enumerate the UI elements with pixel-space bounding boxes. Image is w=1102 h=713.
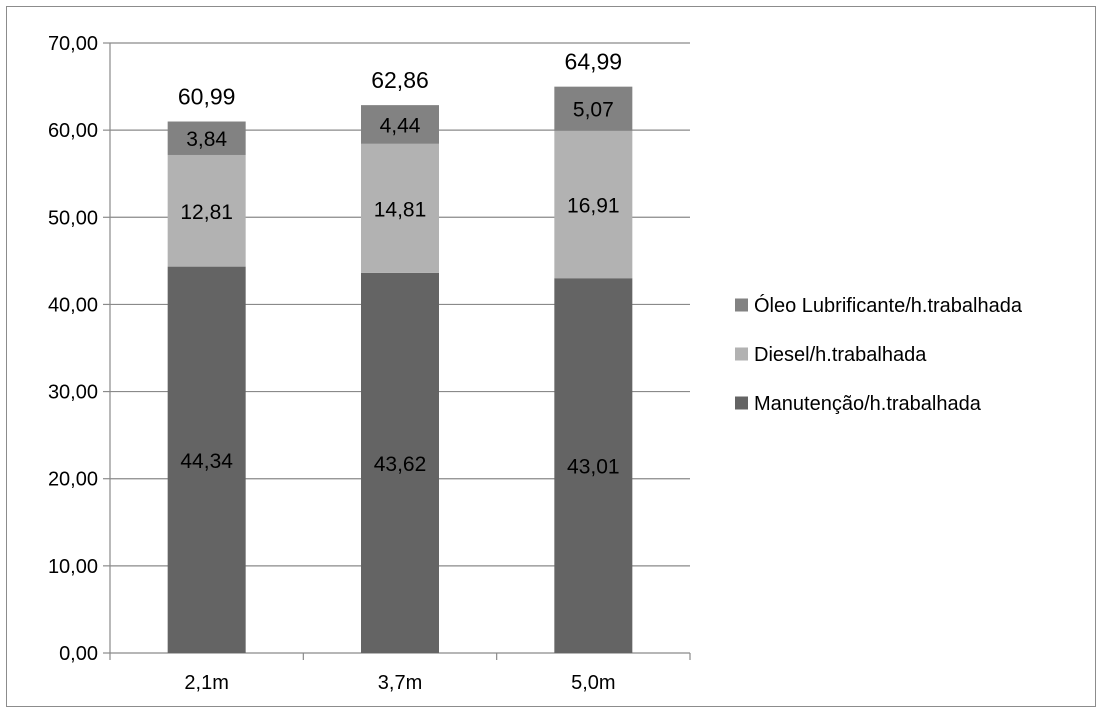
y-tick-label: 60,00	[48, 120, 98, 142]
bar-segment	[361, 272, 439, 653]
chart-frame	[6, 6, 1096, 707]
legend-swatch	[735, 347, 748, 361]
bar-segment	[361, 143, 439, 273]
bar-total-label: 62,86	[371, 67, 429, 93]
bar-data-label: 43,01	[567, 456, 620, 479]
y-tick-label: 70,00	[48, 33, 98, 55]
y-tick-label: 0,00	[59, 643, 98, 665]
bar-data-label: 14,81	[374, 198, 427, 221]
x-tick-label: 5,0m	[571, 672, 615, 694]
y-tick-label: 40,00	[48, 294, 98, 316]
bar-segment	[167, 154, 246, 267]
bar-segment	[554, 278, 633, 653]
y-tick-label: 30,00	[48, 382, 98, 404]
legend-swatch	[735, 298, 748, 312]
bar-data-label: 43,62	[374, 453, 427, 476]
x-tick-label: 2,1m	[184, 672, 228, 694]
y-tick-label: 50,00	[48, 207, 98, 229]
bar-data-label: 16,91	[567, 195, 620, 218]
legend-label: Óleo Lubrificante/h.trabalhada	[754, 294, 1023, 317]
bar-data-label: 3,84	[186, 128, 227, 151]
y-tick-label: 10,00	[48, 556, 98, 578]
legend-swatch	[735, 396, 748, 410]
bar-data-label: 5,07	[573, 99, 614, 122]
bar-segment	[554, 130, 633, 279]
bar-segment	[167, 121, 246, 155]
legend-label: Manutenção/h.trabalhada	[754, 393, 982, 415]
bar-segment	[361, 105, 439, 144]
bar-total-label: 64,99	[565, 49, 623, 75]
legend-label: Diesel/h.trabalhada	[754, 344, 927, 366]
x-tick-label: 3,7m	[378, 672, 422, 694]
bar-data-label: 12,81	[180, 201, 233, 224]
bar-segment	[554, 86, 633, 131]
y-tick-label: 20,00	[48, 469, 98, 491]
bar-data-label: 4,44	[380, 114, 421, 137]
bar-total-label: 60,99	[178, 84, 236, 110]
bar-data-label: 44,34	[180, 450, 233, 473]
bar-segment	[167, 266, 246, 653]
